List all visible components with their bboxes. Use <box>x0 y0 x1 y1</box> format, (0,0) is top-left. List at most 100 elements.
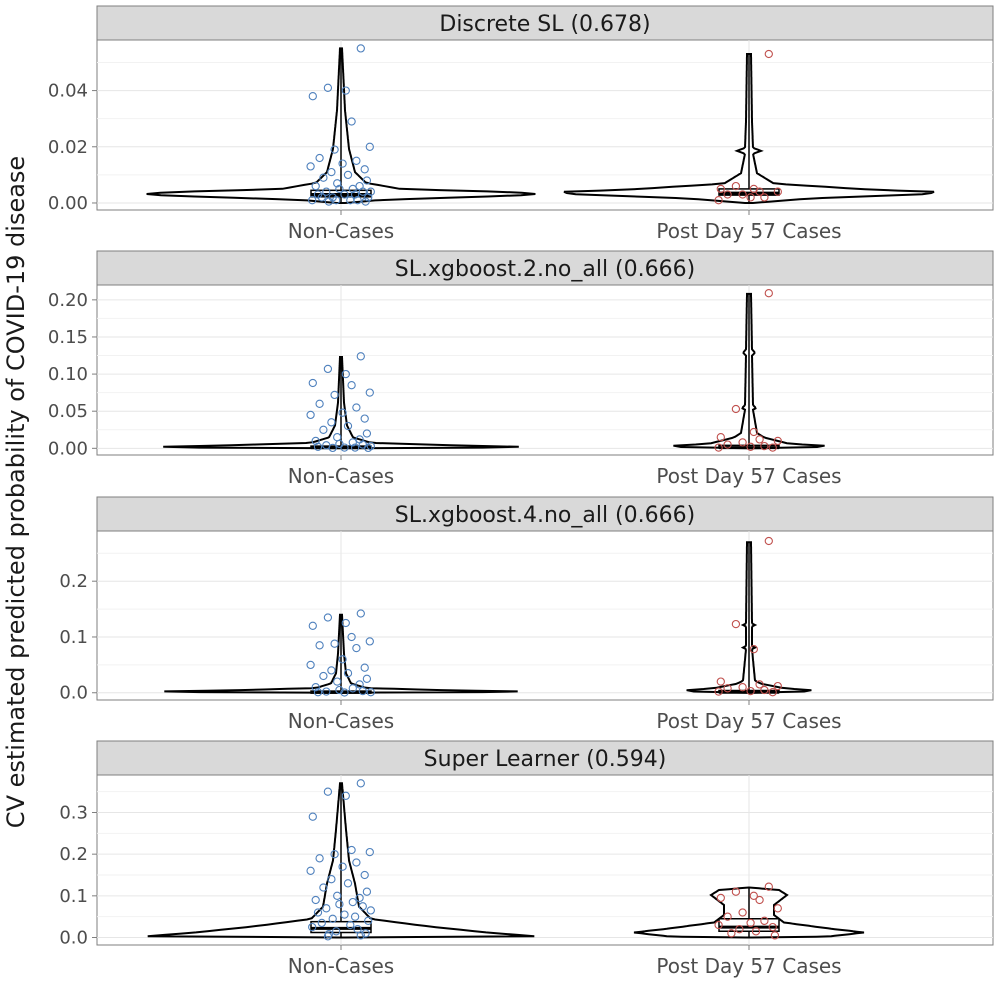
data-point <box>341 86 350 95</box>
data-point <box>749 427 758 437</box>
data-point <box>306 660 315 670</box>
data-point <box>361 197 370 206</box>
data-point <box>714 920 723 930</box>
violin-outline <box>673 292 825 450</box>
data-point <box>315 399 324 408</box>
data-point <box>716 893 725 903</box>
data-point <box>746 193 755 202</box>
x-tick-label: Non-Cases <box>288 219 394 243</box>
data-point <box>356 352 365 361</box>
data-point <box>768 688 777 697</box>
data-point <box>352 156 361 165</box>
y-tick-label: 0.02 <box>48 137 88 158</box>
data-point <box>333 179 342 188</box>
data-point <box>313 688 323 697</box>
data-point <box>738 438 747 447</box>
data-point <box>340 688 349 697</box>
data-point <box>355 680 364 689</box>
violin-outline <box>563 53 935 204</box>
data-point <box>319 883 328 892</box>
data-point <box>324 197 333 206</box>
data-point <box>317 193 326 202</box>
data-point <box>723 684 732 693</box>
data-point <box>340 910 349 919</box>
data-point <box>746 686 755 696</box>
data-point <box>768 443 777 452</box>
data-point <box>348 438 357 447</box>
data-point <box>343 421 353 431</box>
data-point <box>350 912 360 921</box>
data-point <box>311 683 320 692</box>
data-point <box>731 181 741 191</box>
data-point <box>335 685 344 695</box>
facet-strip <box>96 5 994 41</box>
data-point <box>313 908 323 917</box>
data-point <box>764 49 773 59</box>
facet-title: SL.xgboost.4.no_all (0.666) <box>395 503 695 528</box>
data-point <box>343 879 353 888</box>
data-point <box>714 687 723 696</box>
violin-outline <box>164 613 518 694</box>
data-point <box>746 918 755 928</box>
data-point <box>338 159 347 168</box>
data-point <box>315 854 324 863</box>
data-point <box>360 165 369 174</box>
facet-strip <box>96 740 994 776</box>
y-tick-label: 0.20 <box>48 290 88 311</box>
data-point <box>327 167 336 177</box>
data-point <box>364 193 373 202</box>
plot-area <box>96 39 994 211</box>
x-tick-label: Post Day 57 Cases <box>656 219 841 243</box>
data-point <box>348 184 357 194</box>
y-tick-label: 0.15 <box>48 327 88 348</box>
data-point <box>716 184 725 194</box>
data-point <box>350 443 360 452</box>
data-point <box>341 618 350 628</box>
data-point <box>347 632 356 642</box>
data-point <box>306 410 315 420</box>
data-point <box>330 145 339 154</box>
data-point <box>755 680 764 689</box>
data-point <box>768 922 777 932</box>
data-point <box>323 787 333 796</box>
y-tick-label: 0.10 <box>48 364 88 385</box>
data-point <box>764 289 773 298</box>
data-point <box>343 669 353 678</box>
data-point <box>365 637 374 646</box>
y-tick-label: 0.00 <box>48 193 88 214</box>
y-tick-label: 0.0 <box>59 928 88 949</box>
data-point <box>773 187 782 196</box>
data-point <box>333 891 342 900</box>
data-point <box>773 436 782 446</box>
data-point <box>338 862 347 871</box>
data-point <box>366 441 375 451</box>
data-point <box>358 902 367 911</box>
data-point <box>352 858 361 867</box>
data-point <box>311 895 320 905</box>
facet-strip <box>96 250 994 286</box>
data-point <box>723 912 732 921</box>
data-point <box>308 92 317 101</box>
data-point <box>755 895 764 905</box>
violin-outline <box>633 886 865 939</box>
data-point <box>308 922 317 932</box>
data-point <box>323 932 333 941</box>
data-point <box>347 381 356 390</box>
data-point <box>323 364 333 374</box>
plot-area <box>96 774 994 946</box>
plot-area <box>96 530 994 701</box>
data-point <box>735 925 744 934</box>
data-point <box>770 931 780 940</box>
violin-outline <box>163 356 519 450</box>
data-point <box>760 193 769 202</box>
data-point <box>330 850 339 859</box>
data-point <box>738 190 747 199</box>
data-point <box>315 153 324 163</box>
data-point <box>319 173 328 182</box>
data-point <box>308 812 317 821</box>
y-tick-label: 0.2 <box>59 571 88 592</box>
data-point <box>328 914 337 923</box>
data-point <box>356 779 365 788</box>
x-tick-label: Non-Cases <box>288 464 394 488</box>
